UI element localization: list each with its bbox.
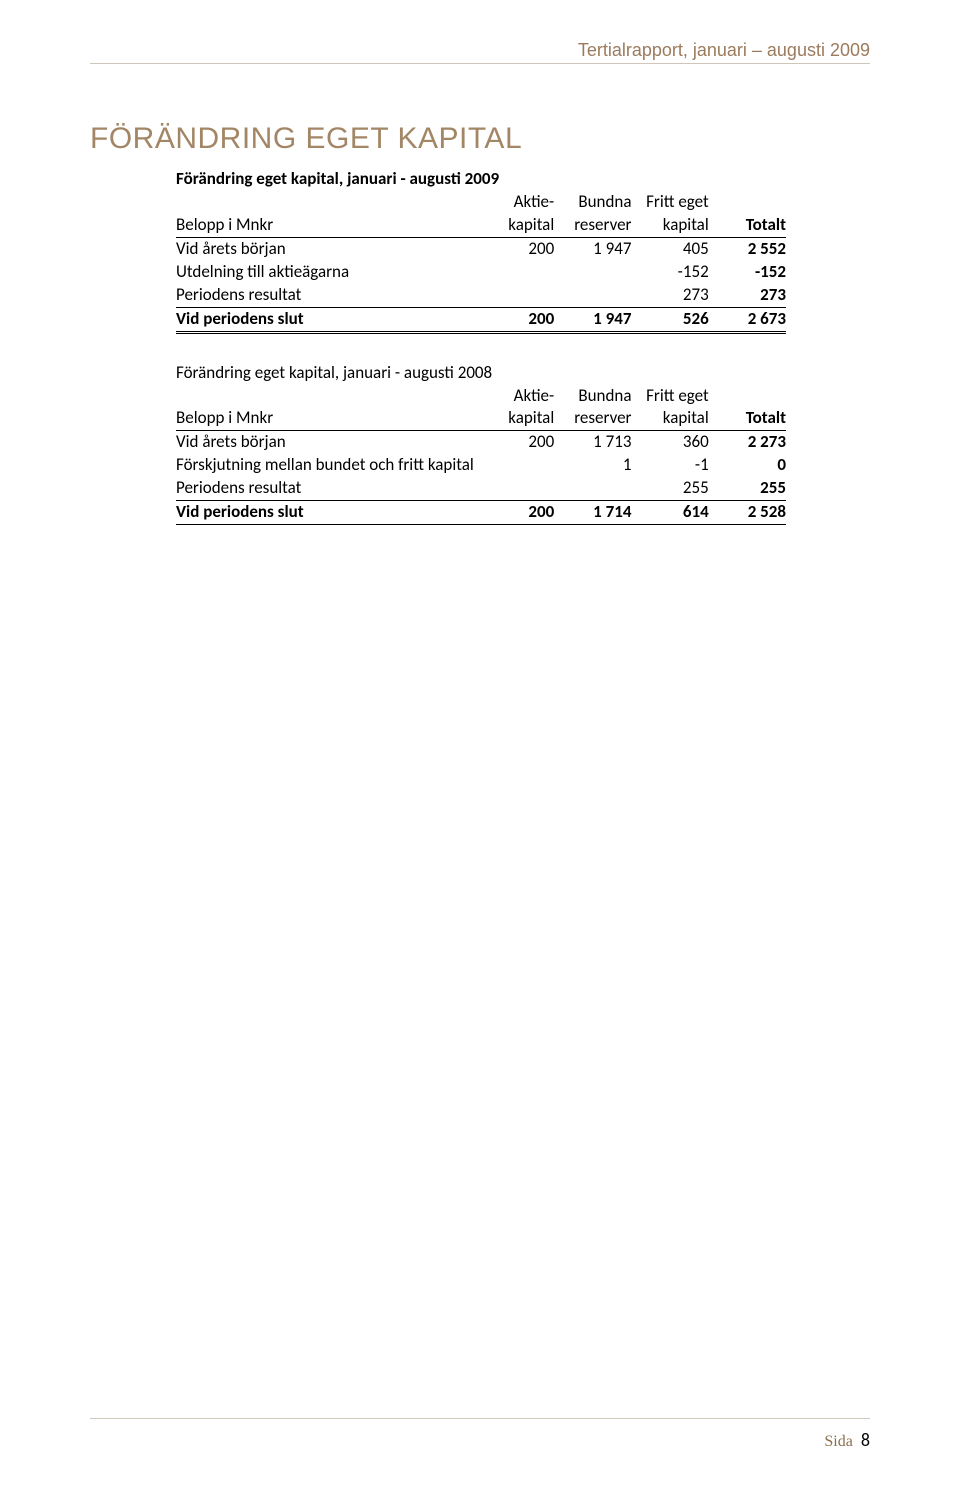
header-rule bbox=[90, 63, 870, 64]
footer-page-number: 8 bbox=[861, 1429, 870, 1451]
th-totalt-top bbox=[709, 385, 786, 408]
th-fritt: kapital bbox=[631, 407, 708, 430]
th-aktie: kapital bbox=[477, 407, 554, 430]
th-totalt: Totalt bbox=[709, 407, 786, 430]
th-bundna-top: Bundna bbox=[554, 385, 631, 408]
cell-fritt: 614 bbox=[631, 501, 708, 525]
cell-fritt: 360 bbox=[631, 431, 708, 454]
table-row: Periodens resultat 273 273 bbox=[176, 284, 786, 307]
cell-aktie: 200 bbox=[477, 501, 554, 525]
th-belopp: Belopp i Mnkr bbox=[176, 407, 477, 430]
table-caption: Förändring eget kapital, januari - augus… bbox=[176, 168, 786, 191]
cell-aktie bbox=[477, 284, 554, 307]
table-2009-wrap: Förändring eget kapital, januari - augus… bbox=[176, 168, 870, 334]
page: Tertialrapport, januari – augusti 2009 F… bbox=[0, 0, 960, 1489]
th-aktie-top: Aktie- bbox=[477, 191, 554, 214]
cell-bundna bbox=[554, 284, 631, 307]
cell-totalt: 2 552 bbox=[709, 237, 786, 260]
cell-aktie bbox=[477, 261, 554, 284]
cell-totalt: 273 bbox=[709, 284, 786, 307]
cell-totalt: 0 bbox=[709, 454, 786, 477]
th-belopp: Belopp i Mnkr bbox=[176, 214, 477, 237]
cell-label: Vid periodens slut bbox=[176, 501, 477, 525]
table-2008: Förändring eget kapital, januari - augus… bbox=[176, 362, 786, 526]
th-blank bbox=[176, 191, 477, 214]
cell-bundna: 1 713 bbox=[554, 431, 631, 454]
table-2009: Förändring eget kapital, januari - augus… bbox=[176, 168, 786, 334]
th-aktie-top: Aktie- bbox=[477, 385, 554, 408]
th-fritt-top: Fritt eget bbox=[631, 191, 708, 214]
footer-rule bbox=[90, 1418, 870, 1419]
table-2008-wrap: Förändring eget kapital, januari - augus… bbox=[176, 362, 870, 526]
table-caption: Förändring eget kapital, januari - augus… bbox=[176, 362, 786, 385]
table-total-row: Vid periodens slut 200 1 714 614 2 528 bbox=[176, 501, 786, 525]
cell-fritt: 255 bbox=[631, 477, 708, 500]
th-blank bbox=[176, 385, 477, 408]
cell-fritt: -152 bbox=[631, 261, 708, 284]
footer-label: Sida bbox=[824, 1433, 852, 1450]
cell-aktie: 200 bbox=[477, 431, 554, 454]
th-bundna: reserver bbox=[554, 214, 631, 237]
cell-bundna: 1 947 bbox=[554, 307, 631, 332]
th-aktie: kapital bbox=[477, 214, 554, 237]
cell-label: Vid periodens slut bbox=[176, 307, 477, 332]
table-row: Utdelning till aktieägarna -152 -152 bbox=[176, 261, 786, 284]
cell-aktie: 200 bbox=[477, 237, 554, 260]
section-title: FÖRÄNDRING EGET KAPITAL bbox=[90, 122, 870, 156]
table-row: Förskjutning mellan bundet och fritt kap… bbox=[176, 454, 786, 477]
cell-totalt: 255 bbox=[709, 477, 786, 500]
cell-label: Utdelning till aktieägarna bbox=[176, 261, 477, 284]
th-totalt-top bbox=[709, 191, 786, 214]
th-fritt: kapital bbox=[631, 214, 708, 237]
table-row: Periodens resultat 255 255 bbox=[176, 477, 786, 500]
th-totalt: Totalt bbox=[709, 214, 786, 237]
cell-totalt: 2 273 bbox=[709, 431, 786, 454]
cell-bundna bbox=[554, 261, 631, 284]
cell-fritt: 405 bbox=[631, 237, 708, 260]
th-bundna: reserver bbox=[554, 407, 631, 430]
cell-totalt: 2 528 bbox=[709, 501, 786, 525]
table-row: Vid årets början 200 1 713 360 2 273 bbox=[176, 431, 786, 454]
cell-bundna: 1 bbox=[554, 454, 631, 477]
cell-totalt: -152 bbox=[709, 261, 786, 284]
cell-label: Vid årets början bbox=[176, 431, 477, 454]
table-row: Vid årets början 200 1 947 405 2 552 bbox=[176, 237, 786, 260]
running-header: Tertialrapport, januari – augusti 2009 bbox=[90, 40, 870, 61]
cell-label: Vid årets början bbox=[176, 237, 477, 260]
cell-bundna bbox=[554, 477, 631, 500]
cell-fritt: 273 bbox=[631, 284, 708, 307]
cell-bundna: 1 714 bbox=[554, 501, 631, 525]
cell-fritt: 526 bbox=[631, 307, 708, 332]
th-fritt-top: Fritt eget bbox=[631, 385, 708, 408]
cell-aktie: 200 bbox=[477, 307, 554, 332]
cell-label: Periodens resultat bbox=[176, 477, 477, 500]
cell-label: Förskjutning mellan bundet och fritt kap… bbox=[176, 454, 477, 477]
cell-aktie bbox=[477, 477, 554, 500]
cell-totalt: 2 673 bbox=[709, 307, 786, 332]
table-total-row: Vid periodens slut 200 1 947 526 2 673 bbox=[176, 307, 786, 332]
cell-label: Periodens resultat bbox=[176, 284, 477, 307]
cell-bundna: 1 947 bbox=[554, 237, 631, 260]
page-footer: Sida 8 bbox=[824, 1429, 870, 1451]
cell-fritt: -1 bbox=[631, 454, 708, 477]
cell-aktie bbox=[477, 454, 554, 477]
th-bundna-top: Bundna bbox=[554, 191, 631, 214]
